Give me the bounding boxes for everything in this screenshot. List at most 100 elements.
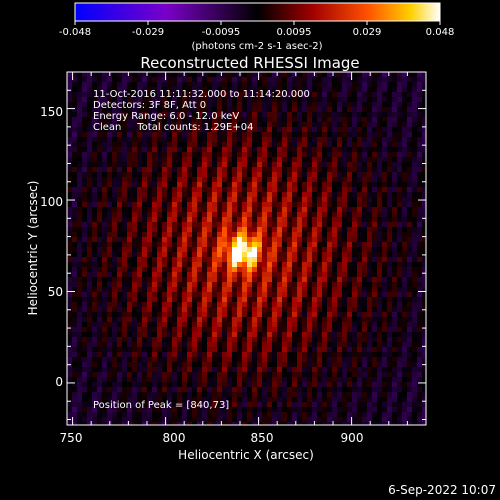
heatmap-cell	[112, 107, 117, 112]
heatmap-cell	[142, 157, 147, 162]
heatmap-cell	[367, 122, 372, 127]
heatmap-cell	[287, 322, 292, 327]
heatmap-cell	[202, 317, 207, 322]
heatmap-cell	[357, 287, 362, 292]
heatmap-cell	[407, 122, 412, 127]
heatmap-cell	[247, 207, 252, 212]
heatmap-cell	[187, 217, 192, 222]
heatmap-cell	[422, 187, 426, 192]
heatmap-cell	[127, 357, 132, 362]
heatmap-cell	[302, 387, 307, 392]
heatmap-cell	[312, 397, 317, 402]
heatmap-cell	[312, 107, 317, 112]
heatmap-cell	[82, 72, 87, 77]
heatmap-cell	[357, 182, 362, 187]
heatmap-cell	[127, 292, 132, 297]
heatmap-cell	[212, 182, 217, 187]
heatmap-cell	[87, 72, 92, 77]
heatmap-cell	[367, 327, 372, 332]
heatmap-cell	[332, 232, 337, 237]
heatmap-cell	[302, 127, 307, 132]
heatmap-cell	[312, 277, 317, 282]
heatmap-cell	[167, 277, 172, 282]
heatmap-cell	[377, 77, 382, 82]
heatmap-cell	[132, 202, 137, 207]
heatmap-cell	[417, 317, 422, 322]
heatmap-cell	[232, 112, 237, 117]
heatmap-cell	[347, 327, 352, 332]
heatmap-cell	[97, 247, 102, 252]
heatmap-cell	[222, 282, 227, 287]
heatmap-cell	[92, 247, 97, 252]
heatmap-cell	[107, 197, 112, 202]
heatmap-cell	[87, 367, 92, 372]
heatmap-cell	[192, 307, 197, 312]
heatmap-cell	[282, 87, 287, 92]
heatmap-cell	[207, 347, 212, 352]
heatmap-cell	[382, 112, 387, 117]
heatmap-cell	[187, 302, 192, 307]
heatmap-cell	[387, 107, 392, 112]
heatmap-cell	[397, 372, 402, 377]
heatmap-cell	[152, 272, 157, 277]
heatmap-cell	[262, 202, 267, 207]
heatmap-cell	[397, 77, 402, 82]
heatmap-cell	[122, 277, 127, 282]
heatmap-cell	[202, 152, 207, 157]
heatmap-cell	[352, 122, 357, 127]
heatmap-cell	[217, 347, 222, 352]
heatmap-cell	[237, 387, 242, 392]
heatmap-cell	[142, 182, 147, 187]
heatmap-cell	[347, 112, 352, 117]
heatmap-cell	[387, 102, 392, 107]
heatmap-cell	[187, 392, 192, 397]
heatmap-cell	[372, 322, 377, 327]
heatmap-cell	[302, 177, 307, 182]
heatmap-cell	[377, 72, 382, 77]
heatmap-cell	[292, 187, 297, 192]
heatmap-cell	[117, 282, 122, 287]
heatmap-cell	[422, 122, 426, 127]
heatmap-cell	[377, 152, 382, 157]
heatmap-cell	[127, 392, 132, 397]
heatmap-cell	[352, 137, 357, 142]
heatmap-cell	[317, 262, 322, 267]
heatmap-cell	[202, 407, 207, 412]
heatmap-cell	[282, 352, 287, 357]
heatmap-cell	[67, 407, 72, 412]
heatmap-cell	[392, 327, 397, 332]
heatmap-cell	[382, 262, 387, 267]
heatmap-cell	[172, 412, 177, 417]
heatmap-cell	[192, 122, 197, 127]
heatmap-cell	[327, 272, 332, 277]
heatmap-cell	[397, 232, 402, 237]
heatmap-cell	[97, 197, 102, 202]
heatmap-cell	[237, 122, 242, 127]
heatmap-cell	[82, 137, 87, 142]
heatmap-cell	[102, 127, 107, 132]
heatmap-cell	[402, 257, 407, 262]
heatmap-cell	[347, 107, 352, 112]
heatmap-cell	[422, 167, 426, 172]
heatmap-cell	[317, 82, 322, 87]
heatmap-cell	[102, 267, 107, 272]
heatmap-cell	[137, 77, 142, 82]
heatmap-cell	[147, 92, 152, 97]
heatmap-cell	[237, 377, 242, 382]
heatmap-cell	[357, 77, 362, 82]
heatmap-cell	[367, 237, 372, 242]
heatmap-cell	[162, 282, 167, 287]
heatmap-cell	[417, 337, 422, 342]
heatmap-cell	[252, 352, 257, 357]
heatmap-cell	[67, 262, 72, 267]
heatmap-cell	[212, 152, 217, 157]
heatmap-cell	[232, 402, 237, 407]
heatmap-cell	[252, 152, 257, 157]
heatmap-cell	[242, 192, 247, 197]
heatmap-cell	[347, 222, 352, 227]
heatmap-cell	[237, 117, 242, 122]
heatmap-cell	[272, 132, 277, 137]
heatmap-cell	[207, 97, 212, 102]
heatmap-cell	[292, 232, 297, 237]
heatmap-cell	[262, 387, 267, 392]
